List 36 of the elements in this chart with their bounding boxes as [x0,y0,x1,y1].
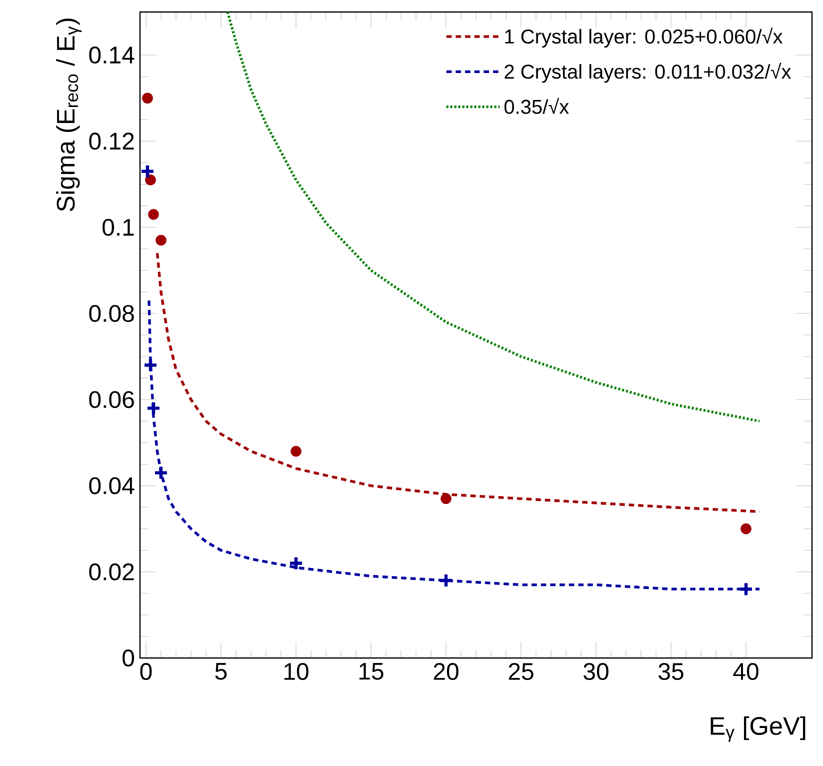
y-tick-label: 0.04 [89,477,134,494]
y-tick-label: 0.14 [89,46,134,64]
x-tick-label: 5 [215,663,227,680]
point [145,174,156,186]
legend-label: 0.35/√x [504,98,569,114]
y-tick-label: 0 [122,649,134,666]
point [146,400,162,416]
point [440,493,452,504]
x-tick-label: 40 [733,663,758,680]
point [738,581,754,597]
x-tick-label: 25 [508,663,534,680]
legend-label: 2 Crystal layers: 0.011+0.032/√x [504,62,792,83]
y-tick-label: 0.12 [89,132,134,150]
point [142,92,153,104]
x-tick-label: 15 [359,663,384,680]
point [148,209,159,220]
point [288,556,304,571]
point [156,234,166,246]
y-tick-label: 0.02 [89,563,134,580]
x-tick-label: 30 [584,663,608,680]
legend-label: 1 Crystal layer: 0.025+0.060/√x [505,28,783,48]
point [290,446,302,457]
x-tick-label: 35 [658,663,684,680]
x-axis-title: E$_{γ}$ [GeV] [710,716,806,742]
point [142,358,158,373]
x-tick-label: 20 [434,663,458,680]
y-axis-title: Sigma (E$_{reco}$ / E$_{γ}$) [56,18,82,212]
point [438,572,454,588]
y-tick-label: 0.1 [102,218,134,236]
x-tick-label: 0 [140,663,152,680]
point [153,465,169,480]
y-tick-label: 0.08 [89,304,134,322]
x-tick-label: 10 [284,663,308,680]
point [140,164,156,179]
y-tick-label: 0.06 [89,391,134,408]
point [740,523,752,534]
